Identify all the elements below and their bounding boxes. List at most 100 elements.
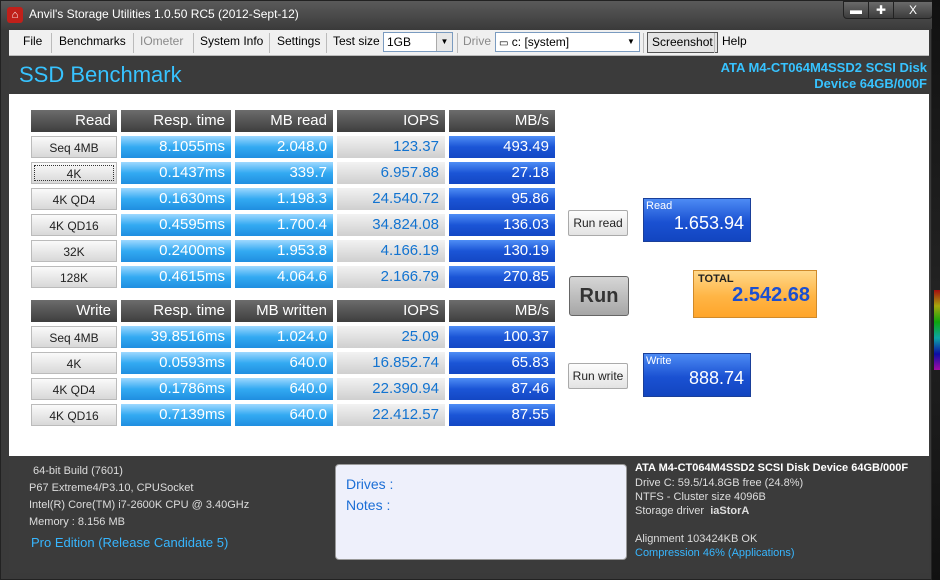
test-button[interactable]: 4K QD16 xyxy=(31,404,117,426)
iops-cell: 6.957.88 xyxy=(337,162,445,184)
mbs-cell: 130.19 xyxy=(449,240,555,262)
run-read-button[interactable]: Run read xyxy=(568,210,628,236)
test-button[interactable]: Seq 4MB xyxy=(31,326,117,348)
header-resp-time: Resp. time xyxy=(121,110,231,132)
mbs-cell: 87.55 xyxy=(449,404,555,426)
resp-time-cell: 39.8516ms xyxy=(121,326,231,348)
read-score-box: Read 1.653.94 xyxy=(643,198,751,242)
test-button[interactable]: 4K QD16 xyxy=(31,214,117,236)
menu-help[interactable]: Help xyxy=(722,34,747,48)
menu-separator xyxy=(643,33,644,53)
test-button[interactable]: 128K xyxy=(31,266,117,288)
notes-label: Notes : xyxy=(346,497,391,513)
header-label: Read xyxy=(31,110,117,132)
menu-separator xyxy=(193,33,194,53)
test-button[interactable]: 4K xyxy=(31,162,117,184)
header-iops: IOPS xyxy=(337,300,445,322)
mbs-cell: 87.46 xyxy=(449,378,555,400)
results-panel: Read Resp. time MB read IOPS MB/s Seq 4MB 8.10… xyxy=(9,94,929,456)
menu-separator xyxy=(714,33,715,53)
menu-settings[interactable]: Settings xyxy=(277,34,321,48)
menu-iometer[interactable]: IOmeter xyxy=(140,34,184,48)
title-bar[interactable]: ⌂ Anvil's Storage Utilities 1.0.50 RC5 (… xyxy=(1,1,933,29)
test-button[interactable]: 32K xyxy=(31,240,117,262)
iops-cell: 22.390.94 xyxy=(337,378,445,400)
test-button[interactable]: 4K QD4 xyxy=(31,378,117,400)
edition-label: Pro Edition (Release Candidate 5) xyxy=(31,535,229,550)
write-score-box: Write 888.74 xyxy=(643,353,751,397)
alignment-info: Alignment 103424KB OK xyxy=(635,533,758,545)
read-score-value: 1.653.94 xyxy=(673,213,744,233)
close-button[interactable]: X xyxy=(893,1,933,19)
mbs-cell: 136.03 xyxy=(449,214,555,236)
maximize-button[interactable]: ✚ xyxy=(868,1,894,19)
menu-separator xyxy=(51,33,52,53)
test-button[interactable]: 4K QD4 xyxy=(31,188,117,210)
ntfs-info: NTFS - Cluster size 4096B xyxy=(635,491,766,503)
iops-cell: 4.166.19 xyxy=(337,240,445,262)
test-size-select[interactable]: 1GB ▼ xyxy=(383,32,453,52)
iops-cell: 24.540.72 xyxy=(337,188,445,210)
mb-cell: 1.024.0 xyxy=(235,326,333,348)
build-info: 64-bit Build (7601) xyxy=(33,465,123,477)
iops-cell: 123.37 xyxy=(337,136,445,158)
mb-cell: 640.0 xyxy=(235,404,333,426)
resp-time-cell: 0.0593ms xyxy=(121,352,231,374)
header-mb: MB read xyxy=(235,110,333,132)
screenshot-button[interactable]: Screenshot xyxy=(647,32,718,53)
menu-benchmarks[interactable]: Benchmarks xyxy=(59,34,126,48)
resp-time-cell: 8.1055ms xyxy=(121,136,231,158)
write-score-value: 888.74 xyxy=(688,368,744,388)
menu-separator xyxy=(133,33,134,53)
menu-file[interactable]: File xyxy=(23,34,43,48)
page-title: SSD Benchmark xyxy=(19,62,182,87)
total-score-label: TOTAL xyxy=(698,273,734,285)
header-resp-time: Resp. time xyxy=(121,300,231,322)
info-footer: 64-bit Build (7601) P67 Extreme4/P3.10, … xyxy=(9,456,929,573)
header-mbs: MB/s xyxy=(449,300,555,322)
mb-cell: 339.7 xyxy=(235,162,333,184)
mb-cell: 4.064.6 xyxy=(235,266,333,288)
run-write-button[interactable]: Run write xyxy=(568,363,628,389)
drive-info-title: ATA M4-CT064M4SSD2 SCSI Disk Device 64GB… xyxy=(635,462,909,474)
menu-system-info[interactable]: System Info xyxy=(200,34,264,48)
drive-c-info: Drive C: 59.5/14.8GB free (24.8%) xyxy=(635,477,804,489)
total-score-box: TOTAL 2.542.68 xyxy=(693,270,817,318)
resp-time-cell: 0.1437ms xyxy=(121,162,231,184)
test-button[interactable]: Seq 4MB xyxy=(31,136,117,158)
menu-bar: File Benchmarks IOmeter System Info Sett… xyxy=(9,30,929,56)
run-button[interactable]: Run xyxy=(569,276,629,316)
mbs-cell: 270.85 xyxy=(449,266,555,288)
minimize-button[interactable]: ▬ xyxy=(843,1,869,19)
board-info: P67 Extreme4/P3.10, CPUSocket xyxy=(29,482,194,494)
header-label: Write xyxy=(31,300,117,322)
benchmark-header: SSD Benchmark ATA M4-CT064M4SSD2 SCSI Di… xyxy=(9,58,929,92)
iops-cell: 34.824.08 xyxy=(337,214,445,236)
header-mbs: MB/s xyxy=(449,110,555,132)
iops-cell: 22.412.57 xyxy=(337,404,445,426)
read-score-label: Read xyxy=(646,200,673,212)
window-title: Anvil's Storage Utilities 1.0.50 RC5 (20… xyxy=(29,7,299,21)
mb-cell: 1.953.8 xyxy=(235,240,333,262)
drives-label: Drives : xyxy=(346,476,394,492)
chevron-down-icon[interactable]: ▼ xyxy=(436,33,452,51)
chevron-down-icon[interactable]: ▼ xyxy=(623,33,639,51)
menu-separator xyxy=(457,33,458,53)
storage-driver-info: Storage driver iaStorA xyxy=(635,505,749,517)
notes-box[interactable]: Drives : Notes : xyxy=(335,464,627,560)
mb-cell: 1.700.4 xyxy=(235,214,333,236)
device-title-line2: Device 64GB/000F xyxy=(814,76,927,91)
menu-separator xyxy=(326,33,327,53)
drive-select[interactable]: ▭ c: [system] ▼ xyxy=(495,32,640,52)
app-logo-icon: ⌂ xyxy=(7,7,23,23)
resp-time-cell: 0.4595ms xyxy=(121,214,231,236)
resp-time-cell: 0.1630ms xyxy=(121,188,231,210)
mbs-cell: 493.49 xyxy=(449,136,555,158)
mbs-cell: 27.18 xyxy=(449,162,555,184)
drive-value: c: [system] xyxy=(511,35,570,49)
device-title-line1: ATA M4-CT064M4SSD2 SCSI Disk xyxy=(720,60,927,75)
drive-label: Drive xyxy=(463,34,492,48)
iops-cell: 25.09 xyxy=(337,326,445,348)
test-button[interactable]: 4K xyxy=(31,352,117,374)
